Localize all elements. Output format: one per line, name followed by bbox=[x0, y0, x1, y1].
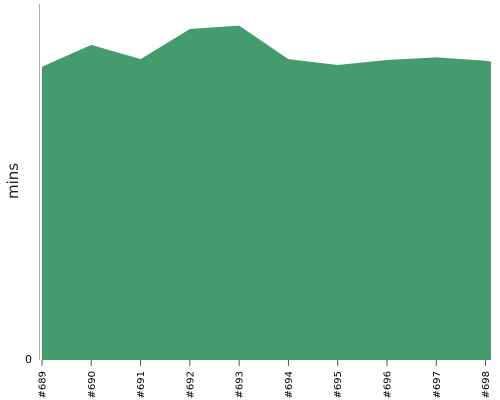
x-tick-label: #694 bbox=[284, 371, 295, 398]
x-tick-label: #697 bbox=[432, 371, 443, 398]
x-tick-label: #692 bbox=[185, 371, 196, 398]
x-tick-label: #695 bbox=[333, 371, 344, 398]
x-tick-label: #693 bbox=[235, 371, 246, 398]
x-tick-label: #689 bbox=[38, 371, 49, 398]
y-axis-ticks: 0 bbox=[25, 353, 32, 366]
plot-area bbox=[41, 25, 491, 360]
x-axis-ticks: #689 #690 #691 #692 #693 #694 #695 #696 #697 #698 bbox=[38, 360, 492, 398]
y-axis-label: mins bbox=[4, 163, 22, 199]
series-area bbox=[42, 25, 491, 360]
x-tick-label: #690 bbox=[87, 371, 98, 398]
x-tick-label: #696 bbox=[383, 371, 394, 398]
x-tick-label: #698 bbox=[481, 371, 492, 398]
x-tick-label: #691 bbox=[136, 371, 147, 398]
y-tick-label: 0 bbox=[25, 353, 32, 366]
